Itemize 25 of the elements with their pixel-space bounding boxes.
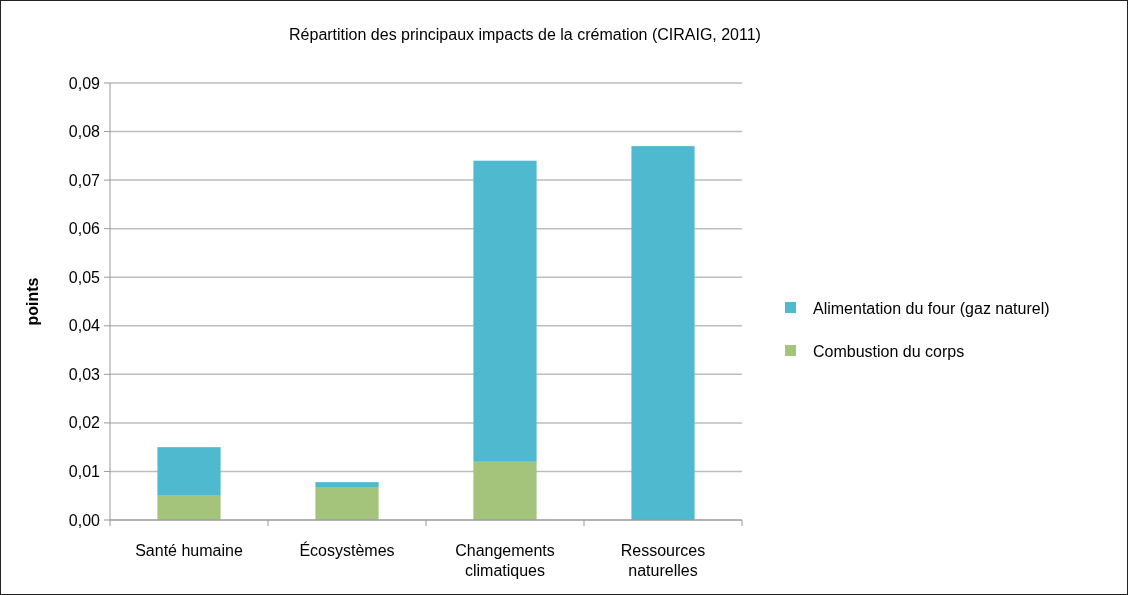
y-tick-label: 0,09 xyxy=(68,74,101,92)
legend-label: Combustion du corps xyxy=(813,342,965,360)
y-tick-label: 0,01 xyxy=(68,463,101,481)
bar xyxy=(157,495,221,520)
y-tick-label: 0,00 xyxy=(68,511,101,529)
y-tick-label: 0,03 xyxy=(68,365,101,383)
y-tick-label: 0,02 xyxy=(68,414,101,432)
bar xyxy=(473,160,537,462)
legend-label: Alimentation du four (gaz naturel) xyxy=(813,299,1050,317)
bar xyxy=(473,461,537,520)
x-tick-label: Changements climatiques xyxy=(455,542,555,579)
x-tick-label: Santé humaine xyxy=(135,542,243,559)
bar xyxy=(315,486,379,520)
bar xyxy=(315,482,379,487)
chart-title: Répartition des principaux impacts de la crémation (CIRAIG, 2011) xyxy=(289,26,761,43)
y-tick-label: 0,05 xyxy=(68,268,101,286)
y-axis-title: points xyxy=(24,277,41,326)
y-tick-label: 0,06 xyxy=(68,220,101,238)
y-tick-label: 0,08 xyxy=(68,123,101,141)
bar xyxy=(157,447,221,496)
x-tick-label: Écosystèmes xyxy=(299,541,395,559)
y-tick-label: 0,04 xyxy=(68,317,101,335)
x-tick-label: Ressources naturelles xyxy=(620,542,706,579)
bar xyxy=(631,146,695,520)
y-tick-label: 0,07 xyxy=(68,171,101,189)
